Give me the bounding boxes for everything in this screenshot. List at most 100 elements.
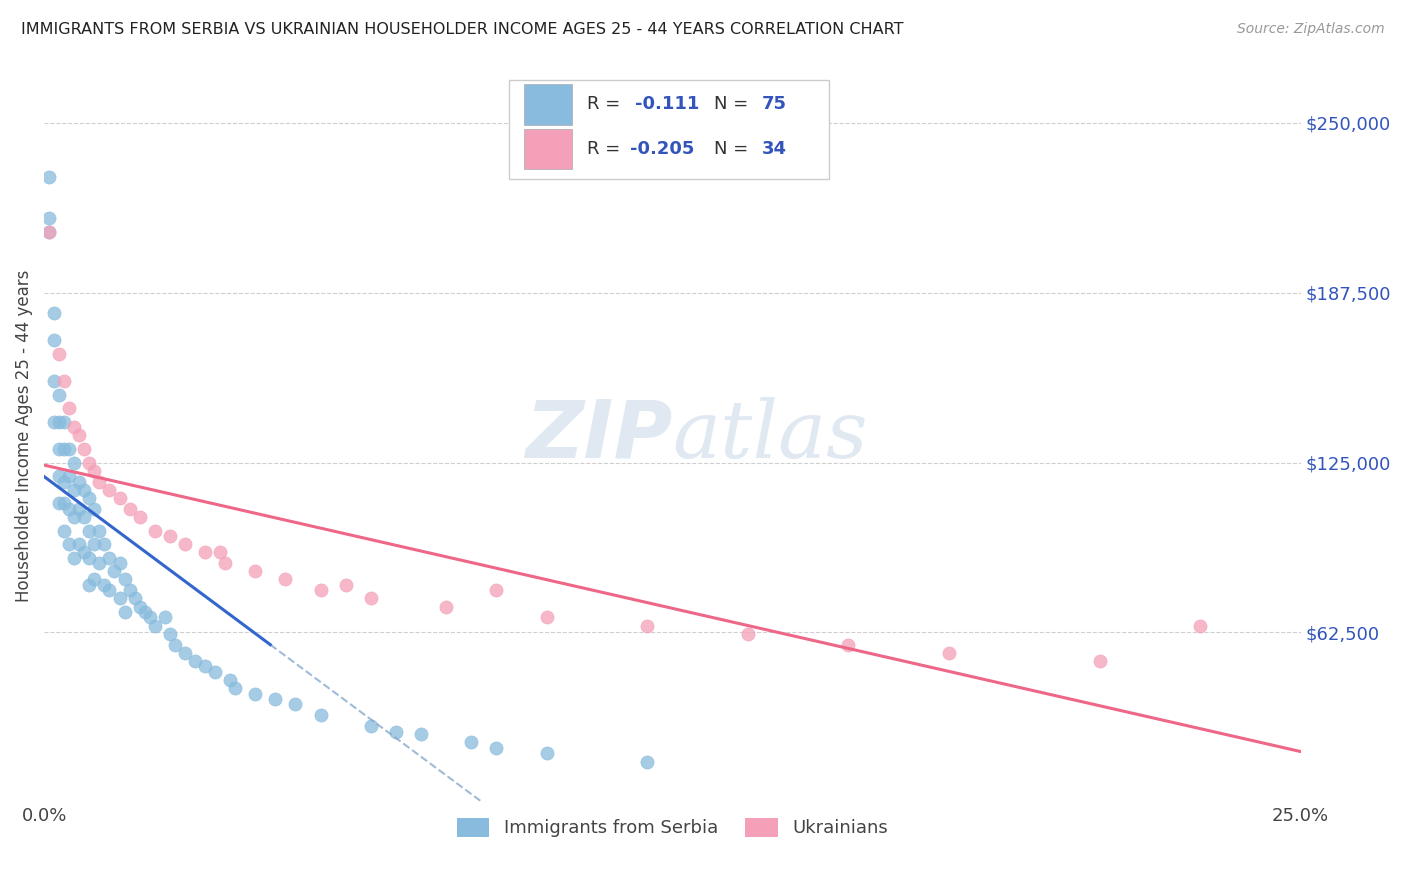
Point: [58, 401, 80, 416]
Text: R =: R =: [586, 140, 626, 158]
Point: [89, 556, 111, 570]
Legend: Immigrants from Serbia, Ukrainians: Immigrants from Serbia, Ukrainians: [450, 811, 896, 845]
Point: [159, 627, 181, 641]
Point: [58, 501, 80, 516]
Point: [159, 529, 181, 543]
Point: [128, 510, 150, 524]
Text: N =: N =: [714, 140, 754, 158]
Point: [67, 475, 90, 489]
Point: [63, 456, 86, 470]
Text: N =: N =: [714, 95, 754, 113]
Point: [360, 719, 382, 733]
Point: [93, 537, 115, 551]
Point: [385, 724, 408, 739]
Point: [108, 491, 131, 505]
Point: [114, 605, 136, 619]
Point: [73, 442, 96, 456]
Point: [485, 740, 508, 755]
Point: [44, 306, 66, 320]
Point: [44, 415, 66, 429]
Point: [48, 442, 70, 456]
Point: [48, 347, 70, 361]
Point: [1189, 618, 1212, 632]
Point: [48, 387, 70, 401]
Point: [214, 556, 236, 570]
Point: [208, 545, 231, 559]
Point: [536, 747, 558, 761]
Point: [83, 464, 105, 478]
Point: [79, 491, 101, 505]
Point: [114, 573, 136, 587]
Point: [44, 333, 66, 347]
Point: [79, 578, 101, 592]
Point: [309, 583, 332, 598]
Point: [53, 475, 76, 489]
Point: [108, 556, 131, 570]
Point: [108, 591, 131, 606]
Point: [73, 483, 96, 497]
Text: -0.205: -0.205: [630, 140, 695, 158]
Point: [48, 496, 70, 510]
Point: [143, 524, 166, 538]
Point: [118, 583, 141, 598]
Point: [53, 524, 76, 538]
Point: [274, 573, 297, 587]
Point: [138, 610, 160, 624]
FancyBboxPatch shape: [524, 129, 572, 169]
Point: [837, 638, 859, 652]
Point: [38, 211, 60, 225]
Point: [194, 545, 217, 559]
Text: atlas: atlas: [672, 397, 868, 475]
Point: [67, 537, 90, 551]
Point: [636, 618, 658, 632]
Point: [1088, 654, 1111, 668]
Point: [409, 727, 432, 741]
Point: [173, 537, 195, 551]
Point: [434, 599, 457, 614]
Point: [98, 583, 121, 598]
Point: [83, 573, 105, 587]
Point: [173, 646, 195, 660]
FancyBboxPatch shape: [524, 85, 572, 125]
Point: [63, 483, 86, 497]
Point: [53, 496, 76, 510]
Point: [58, 442, 80, 456]
Point: [79, 550, 101, 565]
Text: 75: 75: [762, 95, 786, 113]
Point: [536, 610, 558, 624]
Point: [63, 550, 86, 565]
Point: [79, 456, 101, 470]
Point: [128, 599, 150, 614]
Point: [73, 510, 96, 524]
Point: [194, 659, 217, 673]
Text: ZIP: ZIP: [524, 396, 672, 475]
Point: [153, 610, 176, 624]
Point: [184, 654, 207, 668]
Point: [44, 374, 66, 388]
Point: [636, 755, 658, 769]
Point: [284, 698, 307, 712]
Point: [53, 374, 76, 388]
Point: [219, 673, 242, 687]
Point: [309, 708, 332, 723]
Text: IMMIGRANTS FROM SERBIA VS UKRAINIAN HOUSEHOLDER INCOME AGES 25 - 44 YEARS CORREL: IMMIGRANTS FROM SERBIA VS UKRAINIAN HOUS…: [21, 22, 904, 37]
Point: [204, 665, 226, 679]
Point: [83, 537, 105, 551]
Point: [79, 524, 101, 538]
Point: [103, 564, 125, 578]
Point: [38, 225, 60, 239]
Point: [163, 638, 186, 652]
Point: [38, 225, 60, 239]
Point: [938, 646, 960, 660]
Text: Source: ZipAtlas.com: Source: ZipAtlas.com: [1237, 22, 1385, 37]
Point: [245, 687, 267, 701]
FancyBboxPatch shape: [509, 79, 830, 178]
Point: [48, 415, 70, 429]
Point: [58, 469, 80, 483]
Point: [737, 627, 759, 641]
Point: [67, 428, 90, 442]
Point: [264, 692, 287, 706]
Point: [48, 469, 70, 483]
Point: [89, 524, 111, 538]
Point: [63, 510, 86, 524]
